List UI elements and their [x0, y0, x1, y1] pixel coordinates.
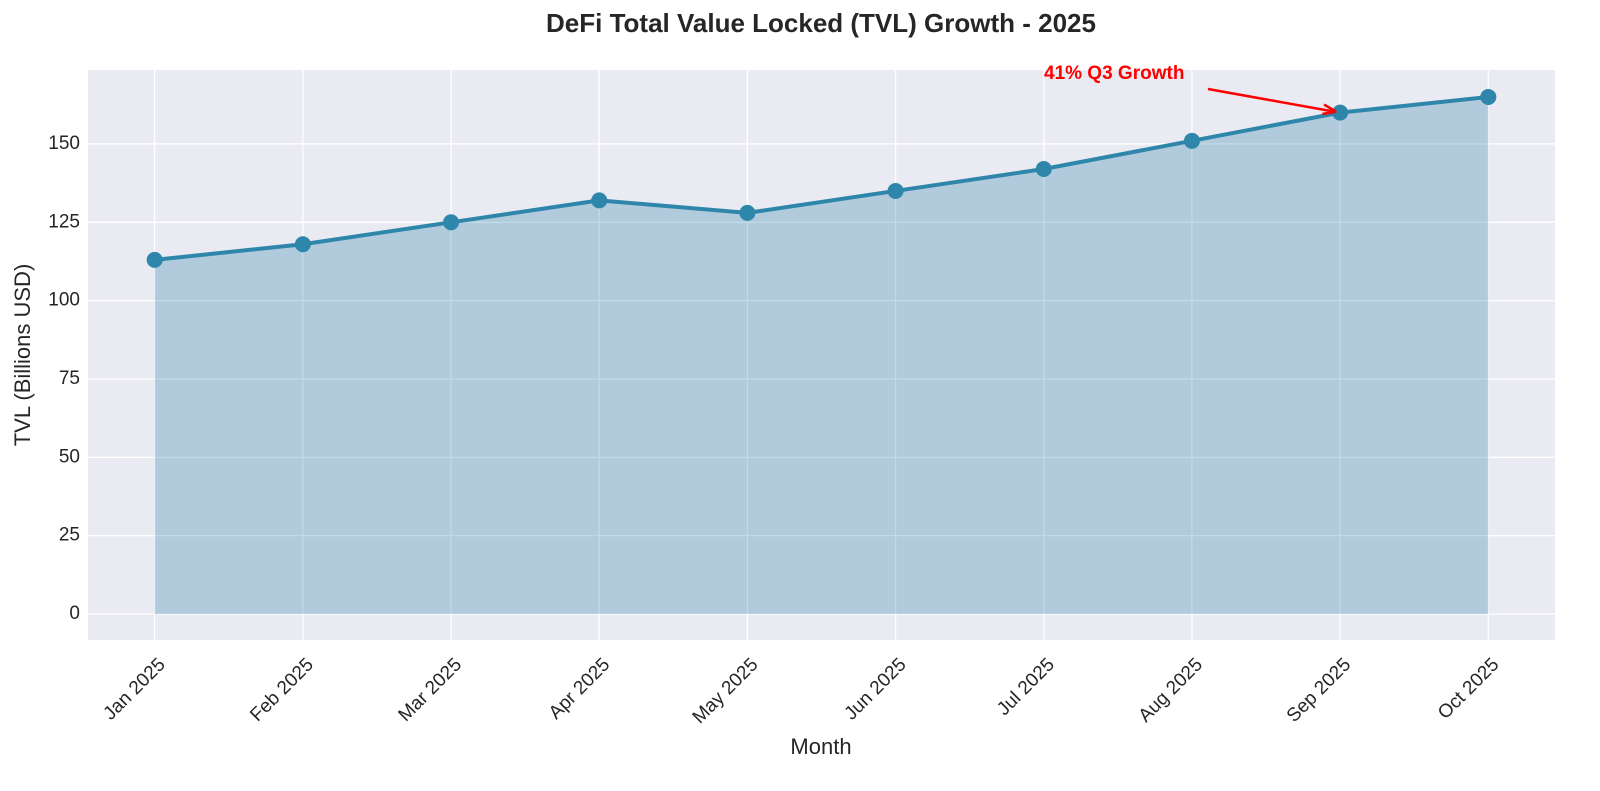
marker: [1035, 161, 1052, 178]
chart-title: DeFi Total Value Locked (TVL) Growth - 2…: [546, 8, 1096, 38]
line: [154, 94, 1489, 262]
annotation-arrowhead: [1322, 103, 1337, 116]
area: [154, 96, 1489, 614]
marker: [887, 182, 904, 199]
x-tick-label: Feb 2025: [246, 654, 318, 726]
x-tick-label: Aug 2025: [1135, 654, 1207, 726]
marker: [146, 251, 163, 268]
y-tick-label: 25: [59, 525, 80, 546]
x-tick-label: Jun 2025: [841, 654, 911, 724]
plot: [146, 88, 1497, 614]
y-tick-label: 150: [48, 133, 80, 154]
x-tick-label: Apr 2025: [545, 654, 614, 723]
y-tick-label: 75: [59, 368, 80, 389]
y-tick-label: 0: [69, 603, 80, 624]
y-tick-label: 50: [59, 446, 80, 467]
plot-background: [88, 70, 1555, 640]
x-tick-label: Mar 2025: [395, 654, 467, 726]
marker: [443, 214, 460, 231]
x-tick-label: Sep 2025: [1283, 654, 1355, 726]
marker: [591, 192, 608, 209]
marker: [1480, 88, 1497, 105]
annotation: 41% Q3 Growth: [1044, 63, 1184, 84]
y-tick-label: 100: [48, 290, 80, 311]
marker: [294, 236, 311, 253]
annotation-arrow: [1207, 87, 1335, 113]
marker: [739, 204, 756, 221]
x-tick-label: Jan 2025: [100, 654, 170, 724]
x-tick-label: Jul 2025: [993, 654, 1059, 720]
x-tick-label: Oct 2025: [1434, 654, 1503, 723]
x-axis-label: Month: [790, 734, 851, 759]
marker: [1183, 132, 1200, 149]
x-tick-label: May 2025: [689, 654, 763, 728]
grid: [88, 70, 1555, 640]
y-tick-label: 125: [48, 211, 80, 232]
marker: [1332, 104, 1349, 121]
y-axis-label: TVL (Billions USD): [10, 264, 35, 447]
